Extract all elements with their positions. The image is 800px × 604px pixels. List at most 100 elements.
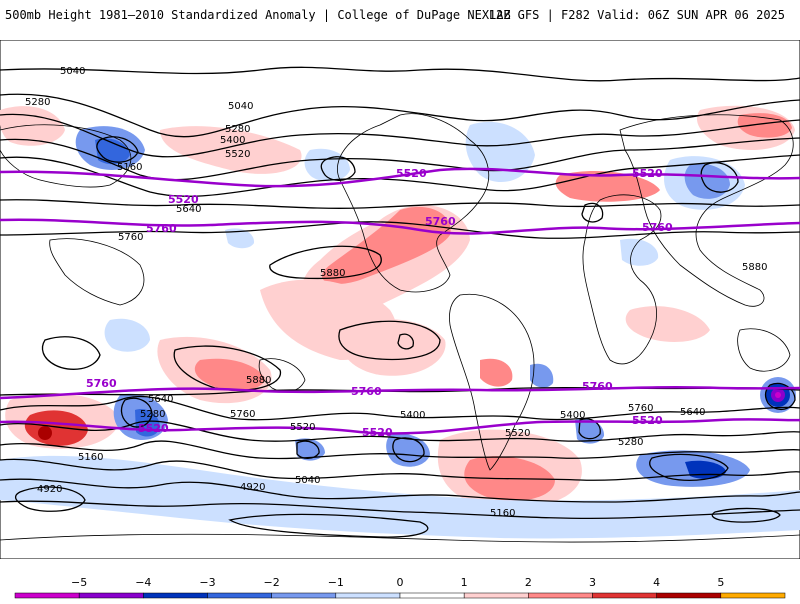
contour-closed-low-9 <box>764 382 796 411</box>
contour-label: 5880 <box>320 268 345 279</box>
contour-5280-north <box>0 113 800 158</box>
contour-label: 5280 <box>25 97 50 108</box>
colorbar-segment <box>656 592 722 599</box>
colorbar-segment <box>463 592 529 599</box>
contour-5040-south <box>0 500 800 520</box>
contour-label: 5400 <box>220 135 245 146</box>
antarctica-outline <box>0 533 800 543</box>
height-contours <box>0 66 800 538</box>
contour-5160-north <box>0 93 800 138</box>
contour-label: 5040 <box>228 101 253 112</box>
contour-label: 5880 <box>246 375 271 386</box>
header: 500mb Height 1981–2010 Standardized Anom… <box>0 0 800 30</box>
contour-5880-ridge-2 <box>338 320 441 361</box>
purple-contour-labels: 5520 5520 5520 5760 5760 5760 5760 5760 … <box>86 167 673 439</box>
colorbar-tick-label: 0 <box>397 576 404 589</box>
colorbar-segment <box>528 592 593 599</box>
colorbar-tick-label: 4 <box>653 576 660 589</box>
contour-label: 5040 <box>60 66 85 77</box>
contour-label: 5760 <box>230 409 255 420</box>
positive-anomaly-shading <box>0 105 795 509</box>
colorbar-tick-label: −1 <box>328 576 344 589</box>
colorbar-svg: −5 −4 −3 −2 −1 0 1 2 3 4 5 <box>14 576 786 599</box>
purple-contour-label: 5760 <box>642 221 673 234</box>
anomaly-map: 5040 5280 5040 5160 5280 5400 5520 5640 … <box>0 39 800 560</box>
colorbar-segment <box>14 592 80 599</box>
colorbar-segment <box>399 592 465 599</box>
contour-label: 5040 <box>295 475 320 486</box>
contour-label: 5760 <box>118 232 143 243</box>
contour-label: 5520 <box>290 422 315 433</box>
contour-5520-north <box>0 154 800 197</box>
purple-contour-label: 5760 <box>425 215 456 228</box>
contour-label: 5400 <box>560 410 585 421</box>
purple-contour-label: 5520 <box>362 426 393 439</box>
purple-contour-label: 5520 <box>632 414 663 427</box>
maritime-continent-outline <box>49 238 145 306</box>
colorbar-tick-label: 3 <box>589 576 596 589</box>
contour-5280-south <box>0 458 800 481</box>
contour-label: 5520 <box>225 149 250 160</box>
contour-label: 5160 <box>117 162 142 173</box>
contour-5640-north <box>0 199 800 209</box>
map-title: 500mb Height 1981–2010 Standardized Anom… <box>5 8 511 22</box>
contour-label: 5160 <box>490 508 515 519</box>
coastlines <box>0 113 800 543</box>
contour-label: 5160 <box>78 452 103 463</box>
purple-contour-5520-south <box>0 418 800 435</box>
contour-closed-high-1 <box>397 333 414 350</box>
contour-5880-ridge-1 <box>269 245 382 280</box>
purple-contour-5520-north <box>0 167 800 188</box>
south-america-outline <box>449 293 535 471</box>
purple-contour-label: 5520 <box>632 167 663 180</box>
map-panel: 5040 5280 5040 5160 5280 5400 5520 5640 … <box>0 39 800 560</box>
colorbar-tick-label: 5 <box>717 576 724 589</box>
colorbar-segment <box>720 592 786 599</box>
contour-5160-south <box>0 478 800 503</box>
contour-label: 5400 <box>400 410 425 421</box>
contour-label: 5640 <box>176 204 201 215</box>
purple-contour-label: 5520 <box>396 167 427 180</box>
contour-label: 5520 <box>505 428 530 439</box>
contour-4920-low-2 <box>228 513 429 538</box>
contour-5760-north <box>0 221 800 239</box>
purple-contour-5760-south <box>0 385 800 400</box>
contour-closed-low-8 <box>649 453 729 481</box>
contour-closed-low-4 <box>581 202 604 223</box>
contour-closed-low-5 <box>392 437 425 463</box>
contour-4920-low-3 <box>711 507 781 523</box>
colorbar-segment <box>592 592 657 599</box>
contour-label: 5880 <box>742 262 767 273</box>
africa-outline <box>582 194 662 365</box>
colorbar-tick-label: 1 <box>461 576 468 589</box>
contour-closed-low-10 <box>120 397 153 428</box>
contour-label: 4920 <box>240 482 265 493</box>
contour-closed-low-7 <box>578 418 601 440</box>
contour-labels: 5040 5280 5040 5160 5280 5400 5520 5640 … <box>25 66 767 519</box>
colorbar-segment <box>143 592 208 599</box>
colorbar-segment <box>335 592 401 599</box>
contour-closed-low-6 <box>296 440 320 460</box>
australia-outline <box>737 328 791 372</box>
colorbar-segment <box>271 592 337 599</box>
colorbar-tick-label: 2 <box>525 576 532 589</box>
contour-label: 5280 <box>140 409 165 420</box>
purple-contour-5760-north <box>0 218 800 235</box>
contour-closed-low-2 <box>320 156 356 181</box>
model-run-info: 12Z GFS | F282 Valid: 06Z SUN APR 06 202… <box>488 8 785 22</box>
contour-label: 5640 <box>148 394 173 405</box>
contour-5880-ridge-3 <box>173 345 281 391</box>
contour-label: 5760 <box>628 403 653 414</box>
colorbar-tick-label: −4 <box>135 576 151 589</box>
colorbar-segment <box>207 592 272 599</box>
colorbar-tick-label: −3 <box>199 576 215 589</box>
colorbar-legend: −5 −4 −3 −2 −1 0 1 2 3 4 5 <box>0 570 800 600</box>
contour-4920-low-1 <box>14 486 86 512</box>
contour-label: 5640 <box>680 407 705 418</box>
purple-contour-label: 5520 <box>138 422 169 435</box>
contour-closed-low-1 <box>96 136 139 163</box>
purple-contour-label: 5760 <box>582 380 613 393</box>
purple-contour-label: 5520 <box>168 193 199 206</box>
purple-contour-label: 5760 <box>351 385 382 398</box>
purple-contour-label: 5760 <box>146 222 177 235</box>
